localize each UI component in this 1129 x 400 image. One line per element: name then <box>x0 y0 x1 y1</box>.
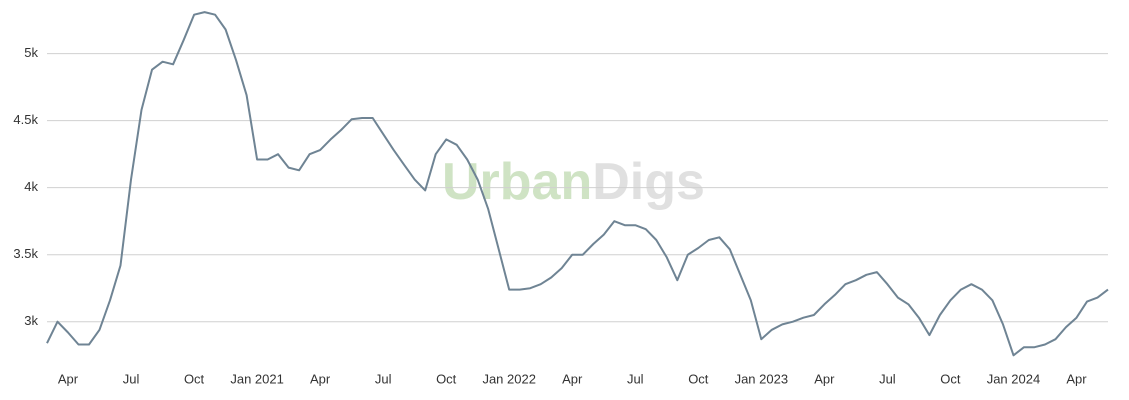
x-tick-label: Jul <box>123 371 140 386</box>
x-tick-label: Oct <box>940 371 961 386</box>
x-tick-label: Apr <box>814 371 835 386</box>
x-tick-label: Oct <box>688 371 709 386</box>
x-tick-label: Jan 2024 <box>987 371 1041 386</box>
y-tick-label: 5k <box>24 45 38 60</box>
x-tick-label: Oct <box>436 371 457 386</box>
data-line <box>46 11 1109 357</box>
watermark-part: UrbanDigs <box>442 153 705 211</box>
y-tick-label: 4.5k <box>13 112 38 127</box>
x-tick-label: Apr <box>1066 371 1087 386</box>
watermark-part: Digs <box>592 153 705 211</box>
watermark-part: Urban <box>442 153 592 211</box>
x-tick-label: Apr <box>562 371 583 386</box>
x-tick-label: Jul <box>627 371 644 386</box>
x-tick-label: Jan 2021 <box>230 371 284 386</box>
x-tick-label: Jan 2023 <box>735 371 789 386</box>
x-tick-label: Jul <box>375 371 392 386</box>
x-tick-label: Apr <box>310 371 331 386</box>
watermark: UrbanDigs <box>442 153 705 211</box>
y-tick-label: 4k <box>24 179 38 194</box>
x-tick-label: Jul <box>879 371 896 386</box>
y-tick-label: 3k <box>24 313 38 328</box>
x-tick-label: Apr <box>58 371 79 386</box>
x-tick-label: Jan 2022 <box>482 371 536 386</box>
x-tick-label: Oct <box>184 371 205 386</box>
y-tick-label: 3.5k <box>13 246 38 261</box>
